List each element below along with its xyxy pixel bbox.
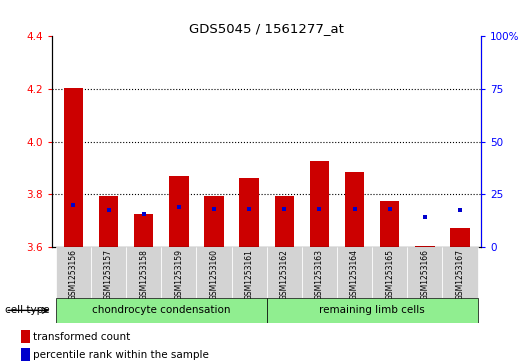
Point xyxy=(456,207,464,213)
Bar xyxy=(310,161,329,247)
Text: GSM1253167: GSM1253167 xyxy=(456,249,464,300)
Point xyxy=(245,206,253,212)
Point xyxy=(69,202,77,208)
Text: GSM1253165: GSM1253165 xyxy=(385,249,394,300)
Bar xyxy=(56,298,267,323)
Bar xyxy=(267,247,302,298)
Point xyxy=(105,207,113,213)
Bar xyxy=(64,87,83,247)
Bar xyxy=(197,247,232,298)
Text: GSM1253160: GSM1253160 xyxy=(210,249,219,300)
Bar xyxy=(450,228,470,247)
Bar xyxy=(275,196,294,247)
Text: remaining limb cells: remaining limb cells xyxy=(320,305,425,315)
Point xyxy=(280,206,289,212)
Text: cell type: cell type xyxy=(5,305,50,315)
Bar xyxy=(345,172,365,247)
Bar xyxy=(134,214,153,247)
Bar xyxy=(407,247,442,298)
Point xyxy=(385,206,394,212)
Point xyxy=(175,204,183,210)
Bar xyxy=(56,247,91,298)
Bar xyxy=(415,245,435,247)
Text: transformed count: transformed count xyxy=(32,332,130,342)
Text: GSM1253158: GSM1253158 xyxy=(139,249,148,300)
Bar xyxy=(380,201,400,247)
Point xyxy=(140,211,148,217)
Point xyxy=(350,206,359,212)
Point xyxy=(315,206,324,212)
Title: GDS5045 / 1561277_at: GDS5045 / 1561277_at xyxy=(189,22,344,35)
Point xyxy=(420,214,429,220)
Text: GSM1253156: GSM1253156 xyxy=(69,249,78,300)
Bar xyxy=(126,247,161,298)
Bar xyxy=(204,196,224,247)
Bar xyxy=(232,247,267,298)
Bar xyxy=(442,247,477,298)
Text: chondrocyte condensation: chondrocyte condensation xyxy=(92,305,231,315)
Bar xyxy=(21,330,30,343)
Bar xyxy=(91,247,126,298)
Bar xyxy=(337,247,372,298)
Text: GSM1253162: GSM1253162 xyxy=(280,249,289,300)
Bar xyxy=(302,247,337,298)
Text: GSM1253163: GSM1253163 xyxy=(315,249,324,300)
Text: GSM1253164: GSM1253164 xyxy=(350,249,359,300)
Bar xyxy=(240,179,259,247)
Text: GSM1253159: GSM1253159 xyxy=(174,249,184,300)
Point xyxy=(210,206,218,212)
Bar xyxy=(372,247,407,298)
Text: GSM1253161: GSM1253161 xyxy=(245,249,254,300)
Bar xyxy=(267,298,477,323)
Text: percentile rank within the sample: percentile rank within the sample xyxy=(32,350,209,360)
Bar xyxy=(169,176,188,247)
Bar xyxy=(21,348,30,361)
Text: GSM1253166: GSM1253166 xyxy=(420,249,429,300)
Text: GSM1253157: GSM1253157 xyxy=(104,249,113,300)
Bar xyxy=(161,247,197,298)
Bar xyxy=(99,196,118,247)
